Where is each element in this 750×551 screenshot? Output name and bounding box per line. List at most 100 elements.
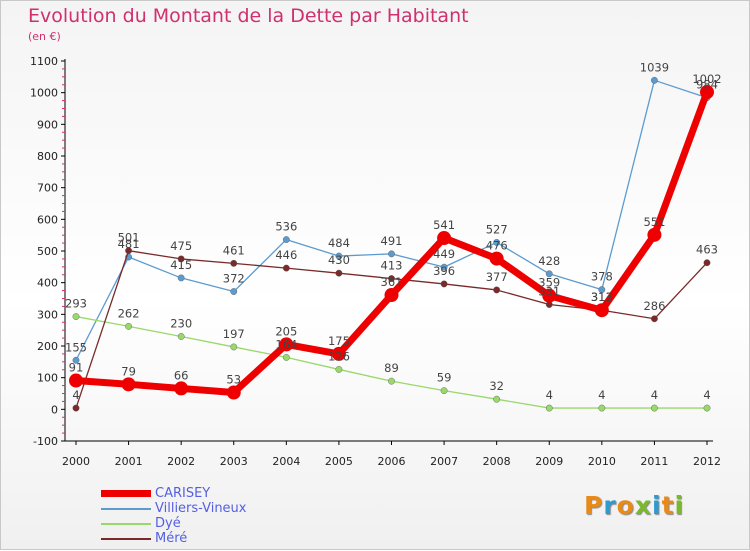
data-label: 262 [118, 306, 140, 320]
data-label: 449 [433, 247, 455, 261]
x-tick-label: 2008 [483, 455, 511, 468]
data-label: 4 [546, 388, 553, 402]
data-point [651, 315, 658, 323]
data-point [177, 333, 185, 340]
data-label: 286 [643, 299, 665, 313]
data-point [440, 387, 448, 395]
data-label: 59 [437, 371, 452, 385]
legend-label: Méré [155, 531, 188, 546]
data-label: 230 [170, 317, 192, 331]
legend-swatch [101, 538, 151, 540]
y-tick-label: 600 [37, 213, 58, 226]
data-point [489, 251, 504, 266]
data-point [174, 381, 189, 396]
legend-label: CARISEY [155, 486, 211, 501]
y-tick-label: 400 [37, 277, 58, 290]
x-tick-label: 2006 [378, 455, 406, 468]
data-point [230, 288, 238, 295]
data-point [493, 395, 501, 403]
data-label: 372 [223, 272, 245, 286]
x-tick-label: 2007 [430, 455, 458, 468]
data-point [542, 288, 557, 303]
data-label: 463 [696, 243, 718, 257]
data-label: 79 [121, 364, 136, 378]
x-tick-label: 2002 [167, 455, 195, 468]
data-point [440, 280, 448, 288]
data-point [388, 250, 395, 258]
data-point [703, 259, 711, 267]
y-tick-label: 800 [37, 150, 58, 163]
data-point [594, 303, 609, 318]
data-label: 413 [381, 259, 403, 273]
data-point [384, 288, 399, 303]
chart-title: Evolution du Montant de la Dette par Hab… [28, 5, 469, 27]
data-label: 66 [174, 368, 189, 382]
x-tick-label: 2003 [220, 455, 248, 468]
x-tick-label: 2009 [535, 455, 563, 468]
data-label: 32 [489, 379, 504, 393]
data-label: 377 [486, 270, 508, 284]
data-point [598, 404, 606, 412]
data-point [226, 385, 241, 400]
data-label: 396 [433, 264, 455, 278]
x-tick-label: 2012 [693, 455, 721, 468]
data-label: 164 [275, 337, 297, 351]
data-label: 91 [69, 361, 84, 375]
data-point [331, 346, 346, 361]
data-label: 175 [328, 334, 350, 348]
data-point [279, 337, 294, 352]
data-label: 501 [118, 231, 140, 245]
x-tick-label: 2000 [62, 455, 90, 468]
data-label: 313 [591, 290, 613, 304]
data-label: 475 [170, 239, 192, 253]
legend-item: Dyé [101, 516, 301, 531]
y-tick-label: 700 [37, 182, 58, 195]
data-point [493, 286, 501, 294]
legend-label: Villiers-Vineux [155, 501, 247, 516]
data-label: 428 [538, 254, 560, 268]
data-point [125, 247, 132, 255]
data-point [545, 270, 553, 278]
x-tick-label: 2010 [588, 455, 616, 468]
data-point [230, 343, 238, 351]
data-label: 293 [65, 297, 87, 311]
data-point [177, 255, 185, 263]
y-tick-label: 1000 [30, 87, 58, 100]
data-point [651, 404, 658, 412]
data-label: 1039 [640, 60, 669, 74]
data-label: 484 [328, 236, 350, 250]
data-label: 415 [170, 258, 192, 272]
chart-unit: (en €) [28, 30, 61, 43]
y-tick-label: 0 [51, 403, 58, 416]
y-tick-label: 300 [37, 308, 58, 321]
data-label: 476 [486, 239, 508, 253]
x-tick-label: 2005 [325, 455, 353, 468]
legend: CARISEY Villiers-Vineux Dyé Méré [101, 486, 301, 546]
data-point [282, 236, 290, 244]
data-label: 197 [223, 327, 245, 341]
y-tick-label: 500 [37, 245, 58, 258]
data-label: 4 [72, 388, 79, 402]
data-point [282, 353, 290, 361]
data-label: 53 [226, 373, 241, 387]
data-point [69, 373, 83, 388]
data-label: 984 [696, 78, 718, 92]
brand-logo: Proxiti [584, 491, 685, 520]
data-label: 89 [384, 361, 399, 375]
data-point [72, 313, 80, 320]
data-label: 527 [486, 222, 508, 236]
data-label: 155 [65, 340, 87, 354]
data-label: 4 [703, 388, 710, 402]
y-tick-label: 900 [37, 118, 58, 131]
data-label: 4 [598, 388, 605, 402]
legend-swatch [101, 490, 151, 497]
data-point [72, 356, 80, 364]
data-point [230, 259, 238, 267]
legend-label: Dyé [155, 516, 181, 531]
data-point [335, 269, 343, 277]
data-point [440, 263, 448, 271]
legend-item: CARISEY [101, 486, 301, 501]
legend-item: Villiers-Vineux [101, 501, 301, 516]
data-label: 313 [591, 290, 613, 304]
